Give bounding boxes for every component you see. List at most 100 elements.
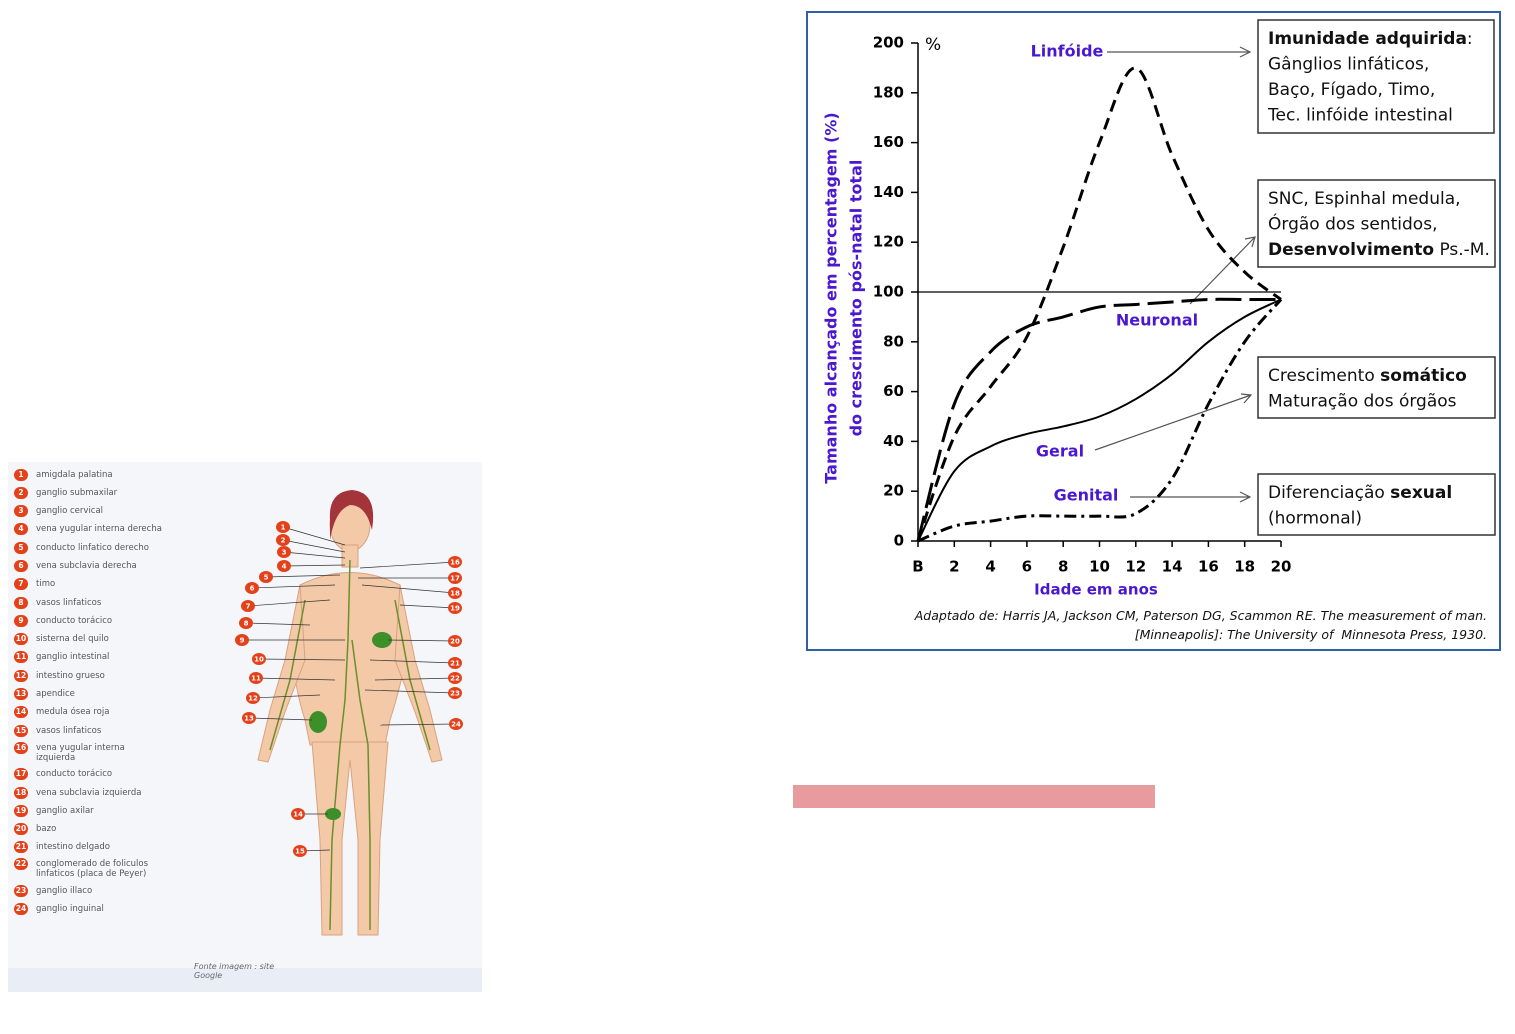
item-number: 20	[14, 823, 28, 835]
annotation-box	[1257, 473, 1496, 536]
callout-badge	[242, 712, 256, 724]
callout-badge	[235, 634, 249, 646]
item-number: 4	[14, 523, 28, 535]
callout-badge	[448, 572, 462, 584]
callout-line	[251, 584, 336, 589]
annotation-line: Crescimento somático	[1268, 366, 1467, 386]
x-tick-label: 18	[1234, 558, 1255, 576]
callout-badge	[245, 582, 259, 594]
callout-number: 16	[450, 559, 460, 567]
callout-line	[379, 723, 457, 726]
callout-badge	[276, 534, 290, 546]
annotation-text: sexual	[1390, 483, 1452, 503]
item-number: 11	[14, 651, 28, 663]
item-number: 2	[14, 487, 28, 499]
callout-number: 8	[244, 620, 249, 628]
y-tick-label: 160	[873, 133, 904, 151]
annotation-line: Órgão dos sentidos,	[1268, 213, 1437, 235]
callout-number: 22	[450, 675, 460, 683]
item-number: 15	[14, 725, 28, 737]
callout-badge	[241, 600, 255, 612]
callout-number: 14	[293, 811, 303, 819]
item-number: 22	[14, 858, 28, 870]
callout-number: 19	[450, 605, 460, 613]
source: [Minneapolis]: The University of Minneso…	[1135, 627, 1487, 642]
callout-number: 18	[450, 590, 460, 598]
item-label: intestino delgado	[36, 842, 110, 852]
callout-line	[245, 622, 311, 626]
callout-line	[282, 526, 346, 546]
callout-badge	[252, 653, 266, 665]
annotation-text: Tec. linfóide intestinal	[1267, 106, 1453, 126]
annotation-line: Tec. linfóide intestinal	[1267, 106, 1453, 126]
callout-number: 12	[248, 695, 258, 703]
item-number: 9	[14, 615, 28, 627]
annotation-text: Gânglios linfáticos,	[1268, 55, 1429, 75]
callout-badge	[277, 546, 291, 558]
callout-line	[283, 564, 346, 567]
item-number: 16	[14, 742, 28, 754]
line-series	[917, 298, 1282, 542]
callout-line	[258, 658, 346, 661]
y-tick-label: 60	[883, 382, 904, 400]
callout-number: 23	[450, 690, 460, 698]
callout-number: 17	[450, 575, 460, 583]
annotation-line: (hormonal)	[1268, 509, 1362, 529]
annotation-text: Órgão dos sentidos,	[1268, 213, 1437, 235]
annotation-text: Ps.-M.	[1434, 240, 1490, 260]
line-series	[917, 298, 1283, 543]
callout-badge	[448, 687, 462, 699]
decorative-bar	[793, 785, 1155, 808]
callout-badge	[246, 692, 260, 704]
callout-badge	[259, 571, 273, 583]
item-label: conducto torácico	[36, 616, 113, 626]
y-tick-label: 180	[873, 83, 904, 101]
annotation-text: Diferenciação	[1268, 483, 1390, 503]
callout-line	[255, 677, 336, 681]
callout-number: 15	[295, 848, 305, 856]
series-label: Linfóide	[1031, 42, 1104, 61]
callout-number: 9	[240, 637, 245, 645]
item-label: vena yugular interna izquierda	[36, 743, 125, 763]
item-label: conglomerado de foliculos linfaticos (pl…	[36, 859, 149, 879]
item-number: 10	[14, 633, 28, 645]
item-number: 3	[14, 505, 28, 517]
annotation-line: Diferenciação sexual	[1268, 483, 1452, 503]
x-tick-label: 6	[1022, 558, 1032, 576]
annotation-text: SNC, Espinhal medula,	[1268, 189, 1461, 209]
callout-badge	[239, 617, 253, 629]
item-label: timo	[36, 579, 56, 589]
callout-badge	[448, 556, 462, 568]
line-series	[916, 66, 1282, 542]
y-tick-label: 0	[894, 532, 904, 550]
item-number: 18	[14, 787, 28, 799]
callout-badge	[276, 521, 290, 533]
x-tick-label: B	[912, 558, 923, 576]
annotation-text: Crescimento	[1268, 366, 1380, 386]
x-tick-label: 2	[949, 558, 959, 576]
annotation-box	[1257, 19, 1495, 134]
y-tick-label: 140	[873, 183, 904, 201]
item-label: amigdala palatina	[36, 470, 113, 480]
y-tick-label: 100	[873, 283, 904, 301]
item-label: ganglio illaco	[36, 886, 93, 896]
series-label: Genital	[1054, 486, 1119, 505]
item-label: ganglio submaxilar	[36, 488, 118, 498]
callout-badge	[448, 602, 462, 614]
callout-number: 2	[281, 537, 286, 545]
item-number: 13	[14, 688, 28, 700]
callout-number: 3	[282, 549, 287, 557]
callout-number: 1	[281, 524, 286, 532]
callout-number: 4	[282, 563, 287, 571]
figure-source: Fonte imagem : site Google	[194, 962, 275, 980]
callout-number: 13	[244, 715, 254, 723]
y-tick-label: 80	[883, 332, 904, 350]
item-number: 21	[14, 841, 28, 853]
callout-number: 10	[254, 656, 264, 664]
callout-number: 7	[246, 603, 251, 611]
x-tick-label: 16	[1198, 558, 1219, 576]
x-axis-label: Idade em anos	[1034, 581, 1158, 599]
item-number: 7	[14, 578, 28, 590]
